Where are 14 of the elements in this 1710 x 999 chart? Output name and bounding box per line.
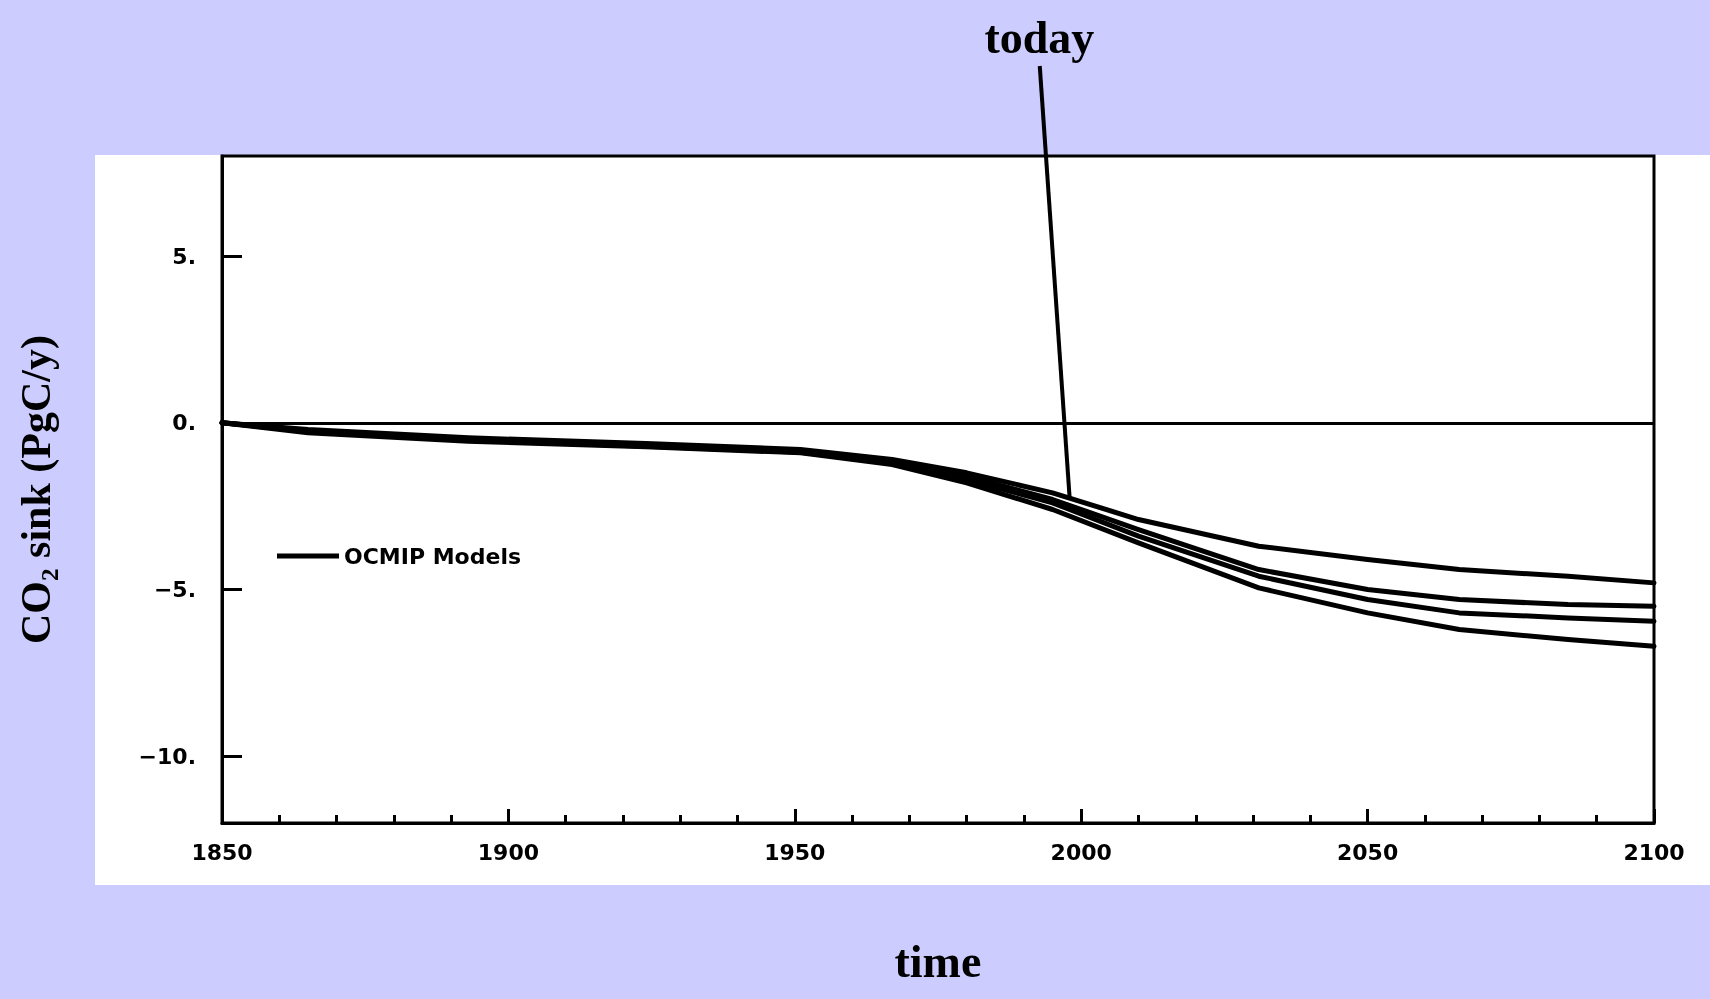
x-tick-label: 2050 xyxy=(1336,839,1399,865)
x-tick-label: 2000 xyxy=(1050,839,1112,865)
y-tick-label: 0. xyxy=(172,410,196,436)
x-tick-label: 1900 xyxy=(477,839,540,865)
y-tick-label: −10. xyxy=(138,743,196,769)
annotation: today xyxy=(984,11,1095,63)
x-tick-label: 1950 xyxy=(764,839,826,865)
legend-label: OCMIP Models xyxy=(344,543,522,569)
y-tick-label: 5. xyxy=(172,243,196,269)
x-axis-title: time xyxy=(894,935,982,988)
y-axis-title: CO₂ sink (PgC/y) xyxy=(12,335,60,644)
x-tick-label: 1850 xyxy=(191,839,253,865)
y-tick-label: −5. xyxy=(153,577,196,603)
x-tick-label: 2100 xyxy=(1623,839,1685,865)
